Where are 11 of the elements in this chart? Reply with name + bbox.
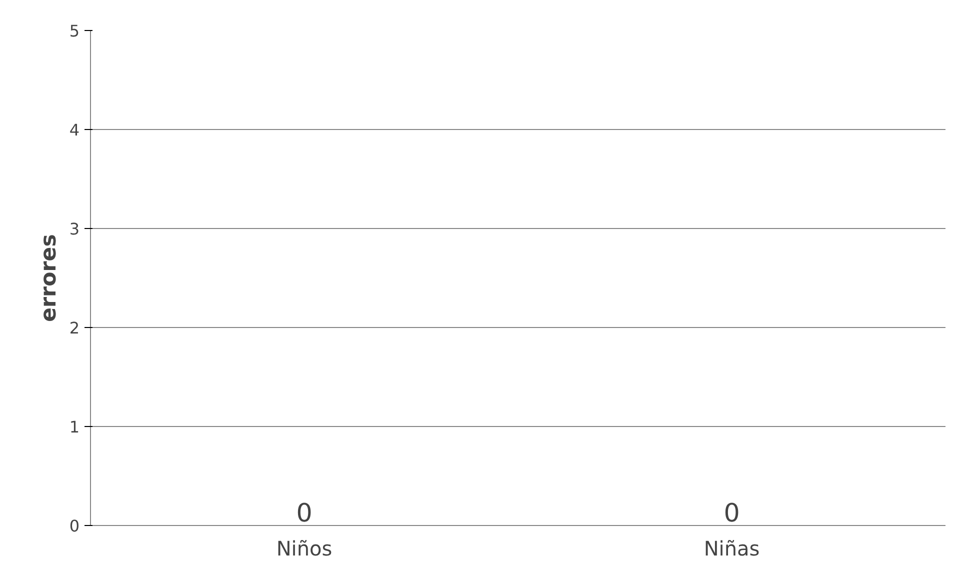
y-tick-label: 4: [69, 120, 80, 140]
y-tick-label: 0: [69, 516, 80, 536]
data-label: 0: [724, 498, 740, 528]
y-axis-title: errores: [36, 234, 62, 322]
x-tick-label: Niños: [276, 536, 332, 560]
y-tick-label: 1: [69, 418, 80, 436]
y-tick-label: 2: [69, 318, 80, 338]
y-tick-label: 3: [69, 220, 80, 238]
x-tick-label: Niñas: [704, 536, 760, 560]
y-tick-label: 5: [69, 22, 80, 40]
data-label: 0: [296, 498, 312, 528]
